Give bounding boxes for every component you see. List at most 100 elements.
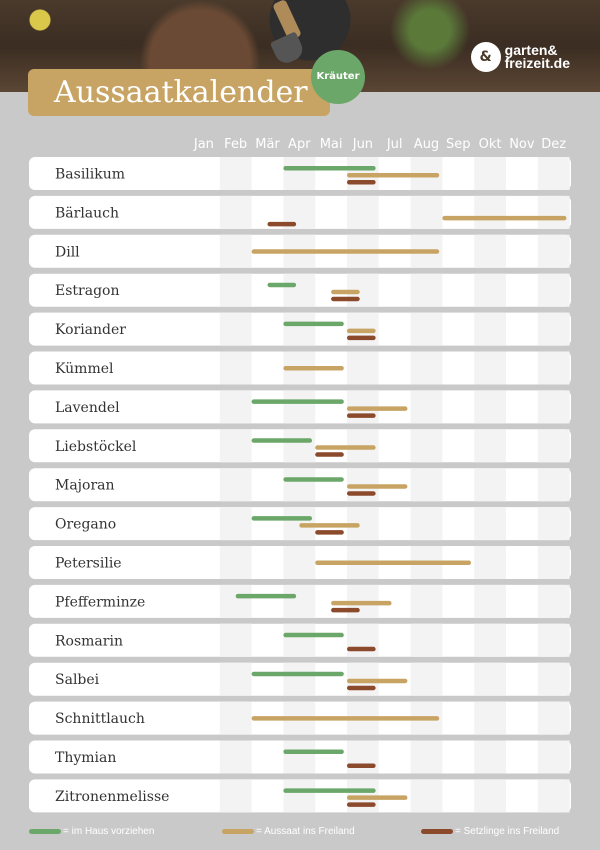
month-column-shade [537,507,570,541]
plant-name: Rosmarin [55,633,123,649]
month-column-shade [219,662,252,696]
month-label: Dez [541,137,566,152]
indoor-bar [267,282,297,288]
month-column-shade [410,390,443,424]
plant-name: Dill [55,244,80,260]
outdoor-bar [347,678,408,684]
month-column-shade [347,351,379,385]
indoor-bar [251,399,344,404]
month-column-shade [283,468,316,502]
month-column-shade [219,623,252,657]
month-column-shade [537,701,570,735]
month-column-shade [283,623,316,657]
plant-name: Basilikum [55,167,125,183]
month-column-shade [283,157,316,190]
month-column-shade [474,351,506,385]
month-column-shade [537,157,570,190]
month-column-shade [537,662,570,696]
legend: = im Haus vorziehen = Aussaat ins Freila… [0,826,600,842]
month-column-shade [283,312,316,346]
month-column-shade [219,390,252,424]
outdoor-bar [315,445,376,450]
month-column-shade [219,312,252,346]
plant-name: Schnittlauch [55,711,145,727]
seedlings-bar [347,646,376,652]
month-column-shade [410,623,443,657]
indoor-bar [283,321,344,327]
month-column-shade [474,779,506,813]
outdoor-bar [347,406,408,411]
month-column-shade [410,507,443,541]
month-label: Mär [255,137,280,152]
month-column-shade [410,273,443,307]
legend-label-indoor: = im Haus vorziehen [63,826,155,837]
month-column-shade [219,234,252,268]
outdoor-bar [347,173,440,178]
month-column-shade [219,584,252,618]
month-column-shade [219,740,252,774]
outdoor-bar [251,249,440,254]
month-label: Feb [224,137,247,152]
seedlings-bar [315,530,344,535]
month-column-shade [474,157,506,190]
indoor-bar [283,477,344,482]
month-column-shade [537,468,570,502]
month-column-shade [474,312,506,346]
month-column-shade [410,351,443,385]
month-column-shade [537,429,570,463]
month-column-shade [410,195,443,229]
seedlings-bar [331,296,360,302]
month-label: Jul [386,137,403,152]
month-column-shade [219,701,252,735]
month-column-shade [283,546,316,579]
month-column-shade [219,195,252,229]
outdoor-bar [251,716,440,721]
month-column-shade [219,546,252,579]
plant-name: Thymian [55,750,116,766]
month-column-shade [219,351,252,385]
seedlings-bar [347,491,376,496]
plant-name: Pfefferminze [55,594,145,610]
month-column-shade [537,312,570,346]
legend-swatch-outdoor [222,829,254,834]
seedlings-bar [331,607,360,613]
plant-name: Liebstöckel [55,439,137,455]
month-column-shade [474,468,506,502]
indoor-bar [283,166,376,171]
logo-line-1: garten& [504,42,558,58]
legend-swatch-seedlings [421,829,453,834]
seedlings-bar [267,221,297,227]
page-title: Aussaatkalender [28,69,330,116]
month-column-shade [537,740,570,774]
site-logo[interactable]: & garten& freizeit.de [470,42,570,72]
month-column-shade [537,195,570,229]
legend-swatch-indoor [29,829,61,834]
month-column-shade [219,507,252,541]
logo-line-2: freizeit.de [504,55,570,71]
month-column-shade [537,351,570,385]
plant-name: Salbei [55,672,100,688]
month-column-shade [474,195,506,229]
legend-label-seedlings: = Setzlinge ins Freiland [455,826,560,837]
month-column-shade [537,623,570,657]
outdoor-bar [283,366,344,371]
seedlings-bar [347,763,376,768]
indoor-bar [235,593,297,599]
outdoor-bar [299,523,360,528]
month-column-shade [474,623,506,657]
legend-item-seedlings: = Setzlinge ins Freiland [421,826,559,837]
outdoor-bar [347,484,408,489]
month-column-shade [474,429,506,463]
month-column-shade [474,390,506,424]
seedlings-bar [347,685,376,691]
legend-item-outdoor: = Aussaat ins Freiland [222,826,355,837]
plant-name: Oregano [55,517,116,533]
month-column-shade [283,779,316,813]
indoor-bar [283,788,376,793]
seedlings-bar [347,802,376,807]
month-label: Jun [352,137,373,152]
month-column-shade [283,740,316,774]
month-column-shade [283,273,316,307]
plant-name: Petersilie [55,556,122,572]
logo-icon: & [470,42,501,72]
